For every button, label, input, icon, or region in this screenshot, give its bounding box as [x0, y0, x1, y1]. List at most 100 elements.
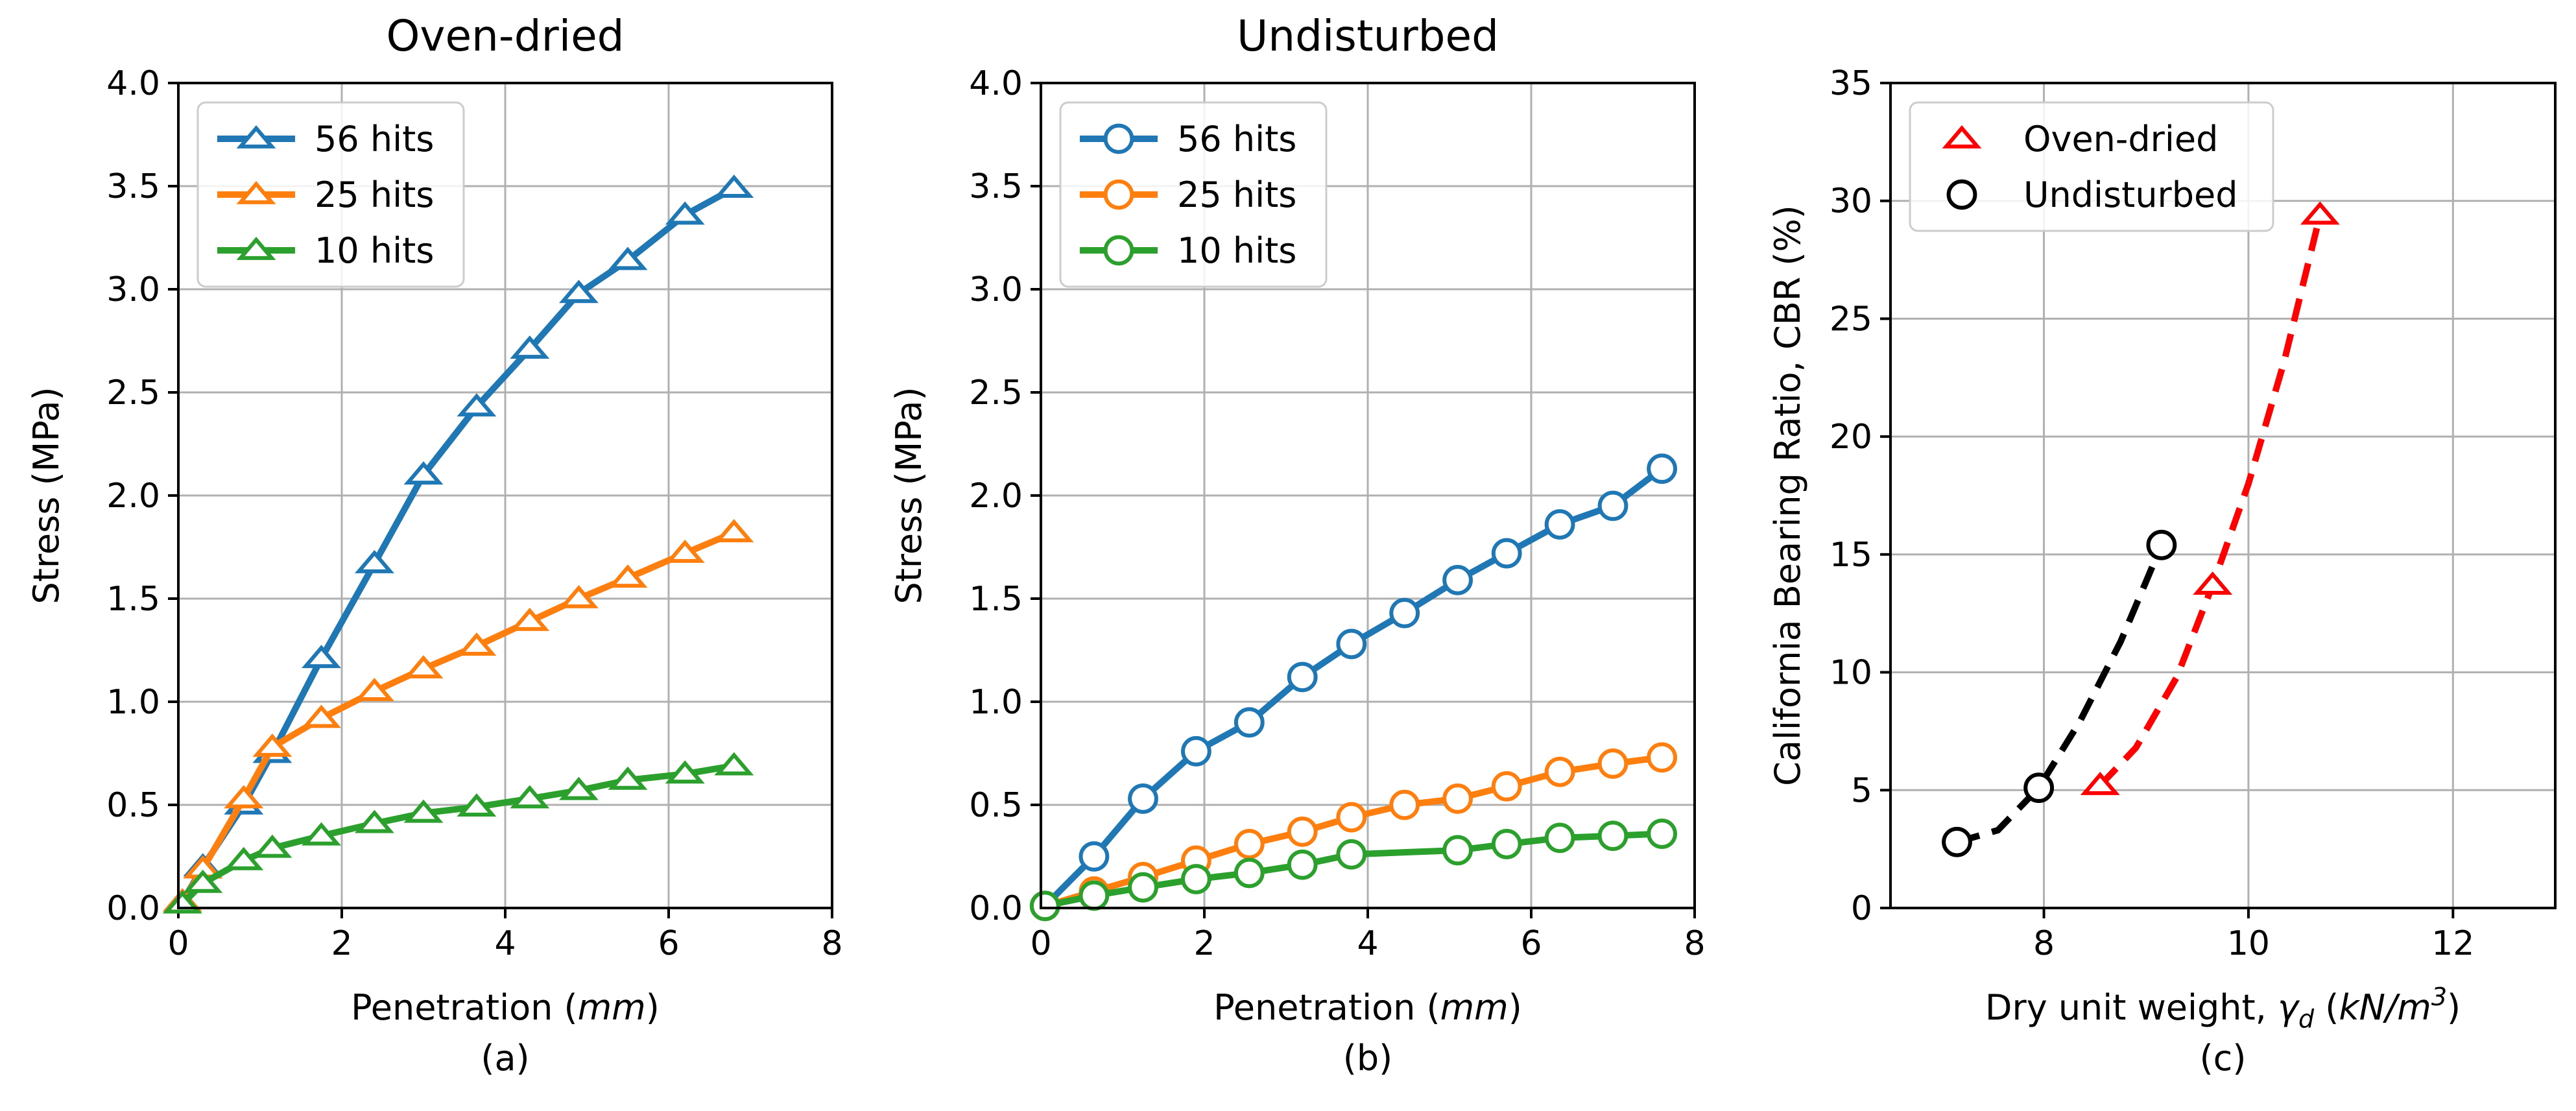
data-point — [665, 760, 705, 784]
panel-sublabel: (a) — [481, 1038, 529, 1079]
x-axis-label-part: mm — [1440, 987, 1509, 1028]
data-point — [1181, 735, 1211, 767]
data-point — [1442, 564, 1473, 595]
y-tick-label: 10 — [1830, 654, 1872, 693]
y-tick-label: 20 — [1830, 418, 1872, 457]
y-tick-label: 2.5 — [106, 374, 160, 412]
data-point — [302, 822, 341, 846]
legend: 56 hits 25 hits 10 hits — [1059, 101, 1328, 288]
x-tick-label: 10 — [2227, 924, 2270, 963]
x-axis-label-part: ) — [646, 987, 660, 1028]
data-point — [714, 174, 754, 198]
panel-title: Oven-dried — [386, 11, 624, 61]
data-point — [1336, 628, 1367, 660]
y-tick-label: 3.5 — [106, 167, 160, 206]
x-axis-label-part: Penetration ( — [351, 987, 577, 1028]
data-point — [1128, 783, 1158, 814]
series-line — [179, 762, 737, 907]
legend-box — [1909, 101, 2274, 232]
data-point — [1647, 742, 1678, 773]
series-25-hits — [162, 519, 754, 912]
data-point — [558, 280, 599, 304]
data-point — [608, 246, 648, 270]
data-point — [1181, 864, 1211, 894]
data-point — [1491, 771, 1522, 802]
data-point — [1544, 756, 1575, 787]
y-tick-label: 1.5 — [106, 580, 160, 619]
x-tick-label: 2 — [1193, 924, 1215, 963]
y-tick-label: 35 — [1830, 64, 1872, 103]
series-10-hits — [1029, 818, 1678, 922]
data-point — [665, 540, 705, 563]
data-point — [1079, 880, 1110, 911]
trend-line — [1956, 544, 2165, 846]
y-tick-label: 1.0 — [969, 683, 1023, 722]
data-point — [1597, 748, 1628, 779]
data-point — [1491, 538, 1522, 569]
panel-sublabel: (c) — [2200, 1038, 2247, 1079]
legend-marker — [1103, 235, 1134, 266]
data-point — [1942, 826, 1972, 857]
plot-frame — [1889, 82, 2557, 909]
y-tick-label: 3.0 — [969, 270, 1023, 309]
legend: Oven-dried Undisturbed — [1909, 101, 2274, 232]
data-point — [1491, 829, 1522, 859]
y-tick-label: 5 — [1851, 771, 1872, 810]
y-tick-label: 0.0 — [969, 889, 1023, 928]
plot-frame — [177, 82, 833, 909]
legend-marker — [236, 236, 276, 260]
y-tick-label: 1.0 — [106, 683, 160, 722]
plot-frame — [1040, 82, 1696, 909]
x-axis-label: Dry unit weight, γd (kN/m3) — [1985, 983, 2461, 1033]
data-point — [1389, 789, 1420, 820]
legend-marker — [1103, 179, 1134, 210]
x-axis-label-part: 3 — [2431, 983, 2447, 1011]
data-point — [354, 809, 394, 833]
data-point — [510, 785, 550, 809]
legend-label: 56 hits — [1177, 119, 1296, 160]
data-point — [1336, 839, 1367, 870]
data-point — [2023, 772, 2055, 804]
data-point — [1128, 872, 1158, 903]
data-point — [2080, 772, 2120, 795]
data-point — [403, 461, 444, 485]
data-point — [403, 799, 444, 823]
data-point — [510, 335, 550, 359]
data-point — [224, 846, 264, 870]
series-25-hits — [1029, 742, 1678, 922]
data-point — [558, 584, 599, 608]
y-tick-label: 25 — [1830, 300, 1872, 339]
series-56-hits — [1029, 453, 1678, 922]
y-tick-label: 3.5 — [969, 167, 1023, 206]
legend-label: 10 hits — [1177, 230, 1296, 271]
legend-label: Oven-dried — [2023, 119, 2218, 160]
data-point — [1234, 857, 1265, 889]
x-tick-label: 4 — [1357, 924, 1378, 963]
y-axis-label: Stress (MPa) — [26, 387, 67, 604]
y-tick-label: 0 — [1851, 889, 1872, 928]
y-tick-label: 2.0 — [969, 477, 1023, 516]
data-point — [1079, 841, 1110, 872]
x-tick-label: 8 — [1684, 924, 1705, 963]
legend-label: Undisturbed — [2023, 174, 2238, 215]
data-point — [558, 776, 599, 800]
x-axis-label-part: ) — [2447, 987, 2461, 1028]
series-undisturbed — [1942, 529, 2177, 857]
x-axis-label-part: kN/m — [2339, 987, 2431, 1028]
data-point — [2193, 571, 2233, 595]
data-point — [1442, 783, 1473, 814]
x-tick-label: 8 — [821, 924, 842, 963]
legend-label: 25 hits — [1177, 174, 1296, 215]
legend-marker — [1942, 125, 1982, 149]
panel-title: Undisturbed — [1237, 11, 1499, 61]
data-point — [224, 785, 264, 809]
panel-cbr: 8 10 12 0 5 10 15 20 25 30 35 California Bearing Ra… — [1767, 64, 2557, 1079]
data-point — [1029, 890, 1060, 922]
data-point — [457, 793, 497, 817]
series-line — [179, 185, 737, 905]
data-point — [2300, 201, 2340, 225]
data-point — [714, 752, 754, 776]
x-axis-label: Penetration (mm) — [351, 987, 660, 1028]
series-group — [162, 174, 754, 914]
y-tick-label: 0.0 — [106, 889, 160, 928]
